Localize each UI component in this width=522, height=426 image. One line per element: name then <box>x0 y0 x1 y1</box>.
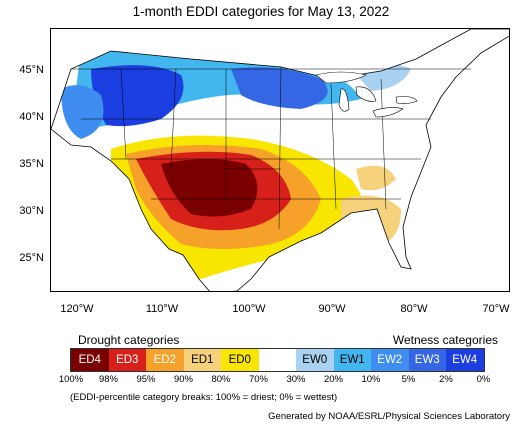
legend-swatch-ed0: ED0 <box>221 349 259 371</box>
legend-swatch-ew3: EW3 <box>408 349 446 371</box>
percentile-note: (EDDI-percentile category breaks: 100% =… <box>70 392 338 403</box>
percentile-label: 0% <box>476 374 491 385</box>
percentile-label: 10% <box>361 374 381 385</box>
percentile-label: 2% <box>439 374 453 385</box>
credit-text: Generated by NOAA/ESRL/Physical Sciences… <box>268 411 510 422</box>
percentile-label: 5% <box>401 374 416 385</box>
lat-label-25: 25°N <box>19 252 44 264</box>
legend-swatch-ew1: EW1 <box>333 349 371 371</box>
drought-categories-title: Drought categories <box>78 333 180 347</box>
map-title: 1-month EDDI categories for May 13, 2022 <box>132 4 390 19</box>
lon-label-110: 110°W <box>145 303 179 315</box>
percentile-label: 70% <box>248 374 268 385</box>
eddi-field <box>51 29 509 291</box>
lat-label-45: 45°N <box>19 64 44 76</box>
legend-swatch-ed4: ED4 <box>71 349 109 371</box>
percentile-label: 20% <box>323 374 343 385</box>
percentile-label: 90% <box>173 374 193 385</box>
category-legend: ED4 ED3 ED2 ED1 ED0 EW0 EW1 EW2 EW3 EW4 <box>70 348 485 372</box>
lon-label-120: 120°W <box>60 303 94 315</box>
legend-swatch-ed2: ED2 <box>146 349 184 371</box>
legend-swatch-normal <box>258 349 296 371</box>
percentile-label: 30% <box>286 374 306 385</box>
lon-label-90: 90°W <box>318 303 346 315</box>
wetness-categories-title: Wetness categories <box>392 333 498 347</box>
legend-swatch-ew2: EW2 <box>371 349 409 371</box>
coastline <box>51 29 509 291</box>
legend-swatch-ew4: EW4 <box>446 349 484 371</box>
legend-swatch-ed1: ED1 <box>183 349 221 371</box>
legend-swatch-ew0: EW0 <box>296 349 334 371</box>
great-lakes <box>315 71 418 118</box>
legend-swatch-ed3: ED3 <box>108 349 146 371</box>
percentile-label: 95% <box>136 374 156 385</box>
percentile-label: 98% <box>98 374 118 385</box>
lon-label-100: 100°W <box>232 303 266 315</box>
lon-label-80: 80°W <box>400 303 428 315</box>
percentile-label: 80% <box>211 374 231 385</box>
lat-label-40: 40°N <box>19 111 44 123</box>
lon-label-70: 70°W <box>482 303 510 315</box>
state-boundaries <box>71 66 471 230</box>
lat-label-30: 30°N <box>19 205 44 217</box>
percentile-label: 100% <box>58 374 84 385</box>
eddi-map <box>50 28 510 292</box>
lat-label-35: 35°N <box>19 158 44 170</box>
